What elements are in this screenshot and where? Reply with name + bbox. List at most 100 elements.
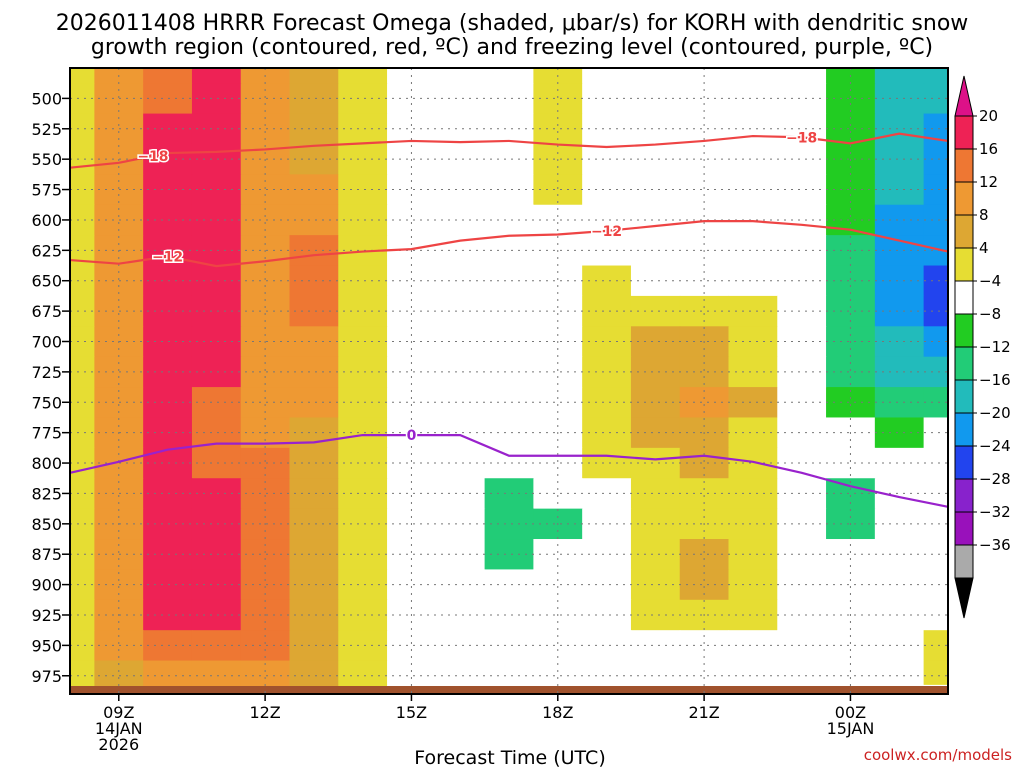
omega-cell <box>338 326 388 358</box>
y-tick-label: 700 <box>31 332 62 351</box>
dgz-minus12-label: −12 <box>152 249 183 265</box>
y-tick-label: 675 <box>31 302 62 321</box>
colorbar-swatch <box>954 280 974 315</box>
omega-cell <box>289 204 339 236</box>
omega-cell <box>777 660 827 686</box>
omega-cell <box>289 295 339 327</box>
omega-cell <box>923 630 949 662</box>
colorbar-swatch <box>954 511 974 546</box>
omega-cell <box>289 599 339 631</box>
omega-cell <box>70 417 95 449</box>
colorbar-swatch <box>954 247 974 282</box>
omega-cell <box>923 356 949 388</box>
colorbar-tick-label: 8 <box>979 206 989 224</box>
colorbar-tick-label: −4 <box>979 272 1001 290</box>
omega-cell <box>143 660 193 686</box>
omega-cell <box>338 356 388 388</box>
omega-cell <box>143 447 193 479</box>
omega-cell <box>338 113 388 145</box>
x-tick-label: 18Z <box>542 703 573 722</box>
omega-cell <box>923 68 949 84</box>
freezing-level-label: 0 <box>407 428 417 444</box>
omega-cell <box>143 83 193 115</box>
y-tick-label: 625 <box>31 241 62 260</box>
y-tick-label: 850 <box>31 515 62 534</box>
omega-cell <box>338 508 388 540</box>
omega-cell <box>289 265 339 297</box>
omega-cell <box>143 235 193 267</box>
omega-cell <box>143 68 193 84</box>
freezing-level-line <box>69 433 949 508</box>
omega-cell <box>289 113 339 145</box>
omega-cell <box>338 174 388 206</box>
omega-cell <box>240 83 291 115</box>
omega-cell <box>143 569 193 601</box>
x-axis-label: Forecast Time (UTC) <box>414 747 605 768</box>
omega-cell <box>387 83 437 115</box>
colorbar-tick-label: 12 <box>979 173 998 191</box>
omega-cell <box>923 569 949 601</box>
omega-cell <box>143 326 193 358</box>
y-tick-label: 500 <box>31 89 62 108</box>
omega-cell <box>728 660 778 686</box>
colorbar-tick-label: −24 <box>979 437 1011 455</box>
omega-cell <box>70 660 95 686</box>
y-tick-label: 900 <box>31 576 62 595</box>
x-tick-label: 14JAN <box>95 719 143 738</box>
y-tick-label: 950 <box>31 636 62 655</box>
y-tick-label: 575 <box>31 181 62 200</box>
omega-cell <box>338 387 388 419</box>
colorbar-swatch <box>954 544 974 579</box>
y-tick-label: 925 <box>31 606 62 625</box>
colorbar-tick-label: −16 <box>979 371 1011 389</box>
colorbar-swatch <box>954 313 974 348</box>
omega-cell <box>143 204 193 236</box>
colorbar-swatch <box>954 214 974 249</box>
y-tick-label: 825 <box>31 484 62 503</box>
omega-cell <box>191 295 242 327</box>
omega-cell <box>338 599 388 631</box>
colorbar-swatch <box>954 181 974 216</box>
colorbar-tick-label: −12 <box>979 338 1011 356</box>
omega-cell <box>70 387 95 419</box>
y-tick-label: 600 <box>31 211 62 230</box>
colorbar-swatch <box>954 115 974 150</box>
omega-cell <box>191 143 242 175</box>
omega-cell <box>874 660 925 686</box>
omega-cell <box>484 660 534 686</box>
colorbar-top-arrow <box>954 75 974 117</box>
omega-cell <box>143 387 193 419</box>
colorbar-tick-label: 4 <box>979 239 989 257</box>
omega-cell <box>777 68 827 84</box>
colorbar-tick-label: 20 <box>979 107 998 125</box>
contour-lines: −18 −18 −12 −12 0 <box>69 129 949 508</box>
omega-cell <box>728 68 778 84</box>
omega-cell <box>338 478 388 510</box>
omega-cell <box>387 265 437 297</box>
y-tick-label: 975 <box>31 667 62 686</box>
omega-cell <box>191 113 242 145</box>
dgz-minus12-label: −12 <box>591 224 622 240</box>
omega-cell <box>191 83 242 115</box>
omega-cell <box>191 326 242 358</box>
omega-cell <box>923 508 949 540</box>
omega-cell <box>240 569 291 601</box>
omega-cell <box>70 630 95 662</box>
omega-cell <box>338 630 388 662</box>
omega-cell <box>874 68 925 84</box>
credit-text: coolwx.com/models <box>864 746 1012 764</box>
y-tick-label: 725 <box>31 363 62 382</box>
colorbar-tick-label: −20 <box>979 404 1011 422</box>
omega-cell <box>191 68 242 84</box>
omega-cell <box>289 83 339 115</box>
omega-cell <box>191 447 242 479</box>
omega-cell <box>70 539 95 571</box>
omega-cell <box>70 83 95 115</box>
omega-cell <box>289 508 339 540</box>
omega-cell <box>70 265 95 297</box>
omega-cell <box>387 569 437 601</box>
omega-cell <box>70 174 95 206</box>
omega-cell <box>387 174 437 206</box>
colorbar-swatch <box>954 445 974 480</box>
colorbar-swatch <box>954 379 974 414</box>
